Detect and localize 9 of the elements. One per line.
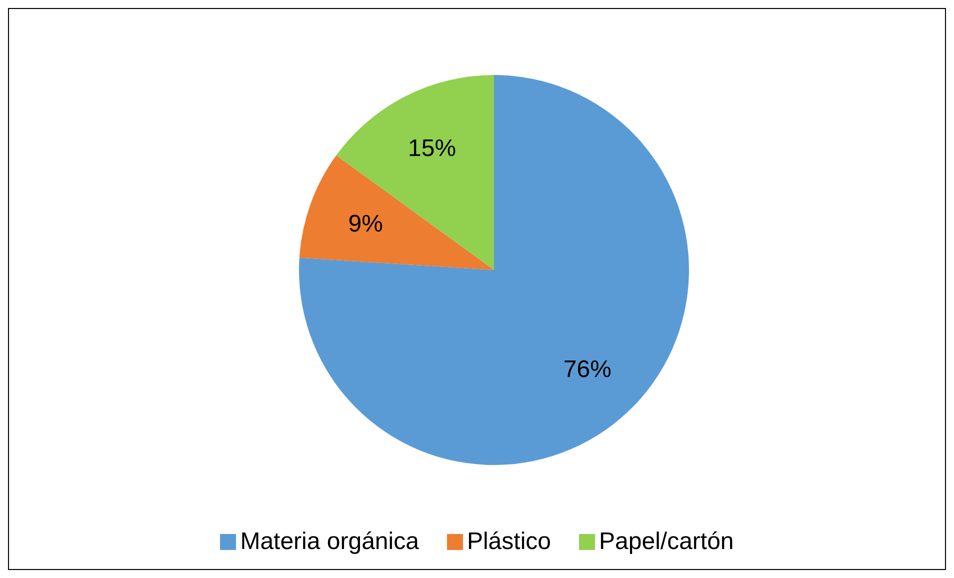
pie-slice xyxy=(336,75,494,270)
data-label: 76% xyxy=(563,356,612,384)
data-label: 9% xyxy=(348,210,383,238)
pie-slice xyxy=(299,75,689,465)
legend-label: Papel/cartón xyxy=(599,528,734,556)
pie-slice xyxy=(299,155,494,270)
data-label: 15% xyxy=(408,134,456,162)
legend-label: Materia orgánica xyxy=(240,528,419,556)
legend-label: Plástico xyxy=(466,528,552,556)
